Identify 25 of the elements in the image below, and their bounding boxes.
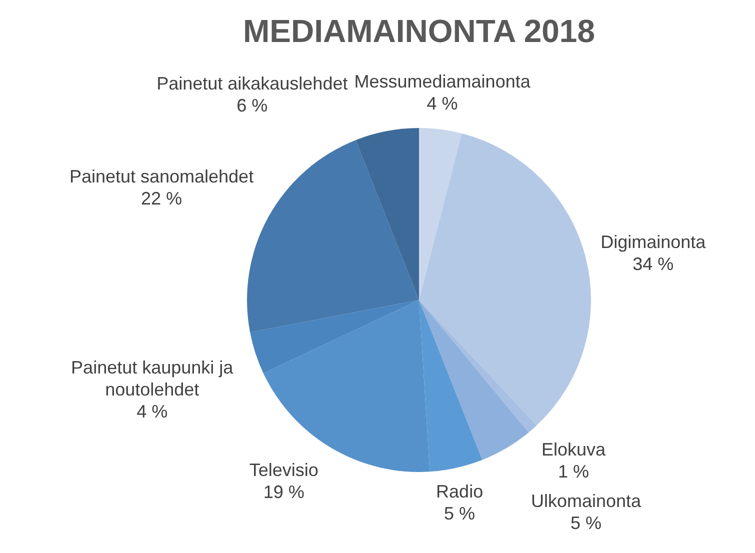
data-label: 4 % — [136, 401, 168, 422]
slice-label: Painetut sanomalehdet — [69, 166, 254, 186]
slice-label: Televisio — [249, 460, 318, 480]
chart-title: MEDIAMAINONTA 2018 — [242, 13, 596, 49]
slice-label: Messumediamainonta — [354, 71, 532, 92]
slice-label: Painetut kaupunki ja noutolehdet — [71, 357, 234, 400]
slice-label: Digimainonta — [600, 232, 707, 252]
pie-slice — [419, 133, 591, 426]
data-label: 34 % — [632, 254, 674, 274]
data-label: 5 % — [570, 513, 602, 534]
data-label: 19 % — [263, 482, 304, 502]
pie-slice — [419, 300, 537, 433]
pie-slice — [356, 128, 419, 300]
data-label: 5 % — [444, 504, 476, 524]
slice-label: Painetut aikakauslehdet — [156, 73, 348, 94]
pie-slice — [250, 300, 419, 374]
pie-slice — [419, 128, 462, 300]
slice-label: Ulkomainonta — [530, 491, 642, 512]
data-label: 6 % — [236, 95, 268, 116]
pie-slice — [419, 300, 529, 460]
slice-label: Radio — [436, 482, 484, 502]
data-label: 22 % — [140, 188, 182, 208]
slice-label: Elokuva — [541, 440, 607, 460]
data-label: 1 % — [558, 462, 590, 482]
data-label: 4 % — [426, 93, 458, 114]
